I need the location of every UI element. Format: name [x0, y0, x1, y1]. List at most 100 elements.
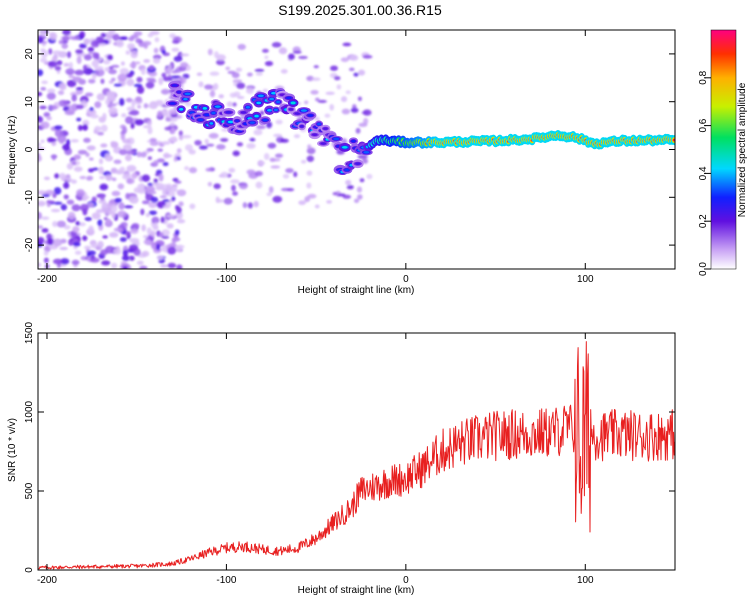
- noise-blob: [38, 211, 43, 220]
- snr-ytick-label: 500: [24, 482, 35, 499]
- noise-blob: [209, 90, 216, 98]
- noise-blob: [355, 127, 361, 134]
- noise-blob: [170, 75, 180, 79]
- noise-blob: [345, 179, 352, 186]
- noise-blob: [282, 173, 290, 179]
- noise-blob: [237, 95, 245, 100]
- noise-blob: [263, 153, 270, 160]
- noise-blob: [349, 54, 359, 62]
- noise-blob: [128, 255, 135, 261]
- noise-blob: [329, 103, 335, 111]
- noise-blob: [158, 173, 164, 182]
- noise-blob: [85, 152, 90, 158]
- ridge-core: [320, 142, 327, 145]
- noise-blob: [170, 127, 176, 135]
- ridge-core: [333, 137, 340, 141]
- ridge-core: [311, 133, 318, 137]
- noise-blob: [113, 83, 123, 87]
- noise-blob: [147, 156, 152, 161]
- noise-blob: [41, 193, 51, 198]
- noise-blob: [275, 119, 283, 125]
- noise-blob: [82, 64, 88, 71]
- noise-blob: [147, 120, 152, 126]
- snr-xtick-label: -100: [216, 575, 236, 586]
- ridge-core: [183, 97, 188, 101]
- noise-blob: [169, 33, 176, 39]
- noise-blob: [43, 257, 49, 264]
- noise-blob: [194, 139, 202, 146]
- ridge-core: [267, 108, 272, 112]
- ridge-core: [276, 100, 281, 104]
- noise-blob: [147, 126, 153, 135]
- noise-blob: [254, 68, 265, 73]
- noise-blob: [267, 142, 277, 149]
- noise-blob: [38, 91, 43, 97]
- noise-blob: [86, 175, 94, 181]
- noise-blob: [73, 166, 83, 172]
- noise-blob: [89, 257, 100, 263]
- noise-blob: [111, 262, 118, 269]
- noise-blob: [155, 243, 161, 251]
- noise-blob: [220, 138, 229, 142]
- noise-blob: [306, 155, 315, 162]
- colorbar-gradient: [710, 29, 737, 270]
- noise-blob: [207, 181, 213, 187]
- noise-blob: [161, 72, 167, 78]
- noise-blob: [161, 141, 171, 145]
- noise-blob: [77, 149, 88, 155]
- noise-blob: [273, 133, 283, 138]
- noise-blob: [111, 210, 116, 219]
- noise-blob: [40, 86, 47, 91]
- noise-blob: [91, 242, 98, 249]
- noise-blob: [50, 208, 61, 213]
- noise-blob: [83, 54, 92, 61]
- ridge-core: [176, 90, 182, 94]
- noise-blob: [122, 173, 132, 180]
- noise-blob: [156, 255, 164, 261]
- noise-blob: [247, 202, 253, 209]
- noise-blob: [300, 159, 307, 164]
- noise-blob: [73, 241, 81, 247]
- noise-blob: [357, 96, 362, 102]
- noise-blob: [346, 184, 354, 190]
- noise-blob: [117, 183, 125, 190]
- snr-xlabel: Height of straight line (km): [298, 585, 415, 596]
- noise-blob: [121, 255, 130, 262]
- colorbar-tick-label: 0.0: [698, 262, 709, 276]
- noise-blob: [163, 154, 173, 158]
- noise-blob: [271, 42, 282, 48]
- noise-blob: [109, 200, 116, 204]
- noise-blob: [285, 168, 294, 174]
- noise-blob: [336, 84, 342, 90]
- noise-blob: [314, 204, 320, 209]
- noise-blob: [167, 262, 177, 269]
- noise-blob: [307, 193, 317, 199]
- noise-blob: [134, 119, 145, 126]
- noise-blob: [113, 159, 122, 164]
- noise-blob: [213, 83, 219, 90]
- ridge-core: [171, 84, 178, 87]
- ridge-core: [197, 118, 204, 122]
- noise-blob: [103, 59, 111, 65]
- noise-blob: [82, 124, 88, 131]
- noise-blob: [137, 183, 145, 190]
- noise-blob: [353, 198, 360, 204]
- noise-blob: [173, 156, 178, 162]
- noise-blob: [100, 124, 108, 132]
- noise-blob: [117, 73, 128, 82]
- noise-blob: [64, 110, 75, 116]
- noise-blob: [171, 196, 176, 202]
- noise-blob: [206, 143, 215, 147]
- noise-blob: [171, 70, 178, 74]
- noise-blob: [38, 225, 44, 229]
- ridge-core: [273, 108, 278, 112]
- noise-blob: [333, 75, 341, 81]
- snr-xtick-label: 100: [577, 575, 594, 586]
- noise-blob: [59, 172, 66, 180]
- noise-blob: [178, 201, 184, 207]
- noise-blob: [310, 89, 319, 95]
- noise-blob: [91, 72, 97, 80]
- noise-blob: [66, 199, 75, 205]
- noise-blob: [104, 32, 115, 37]
